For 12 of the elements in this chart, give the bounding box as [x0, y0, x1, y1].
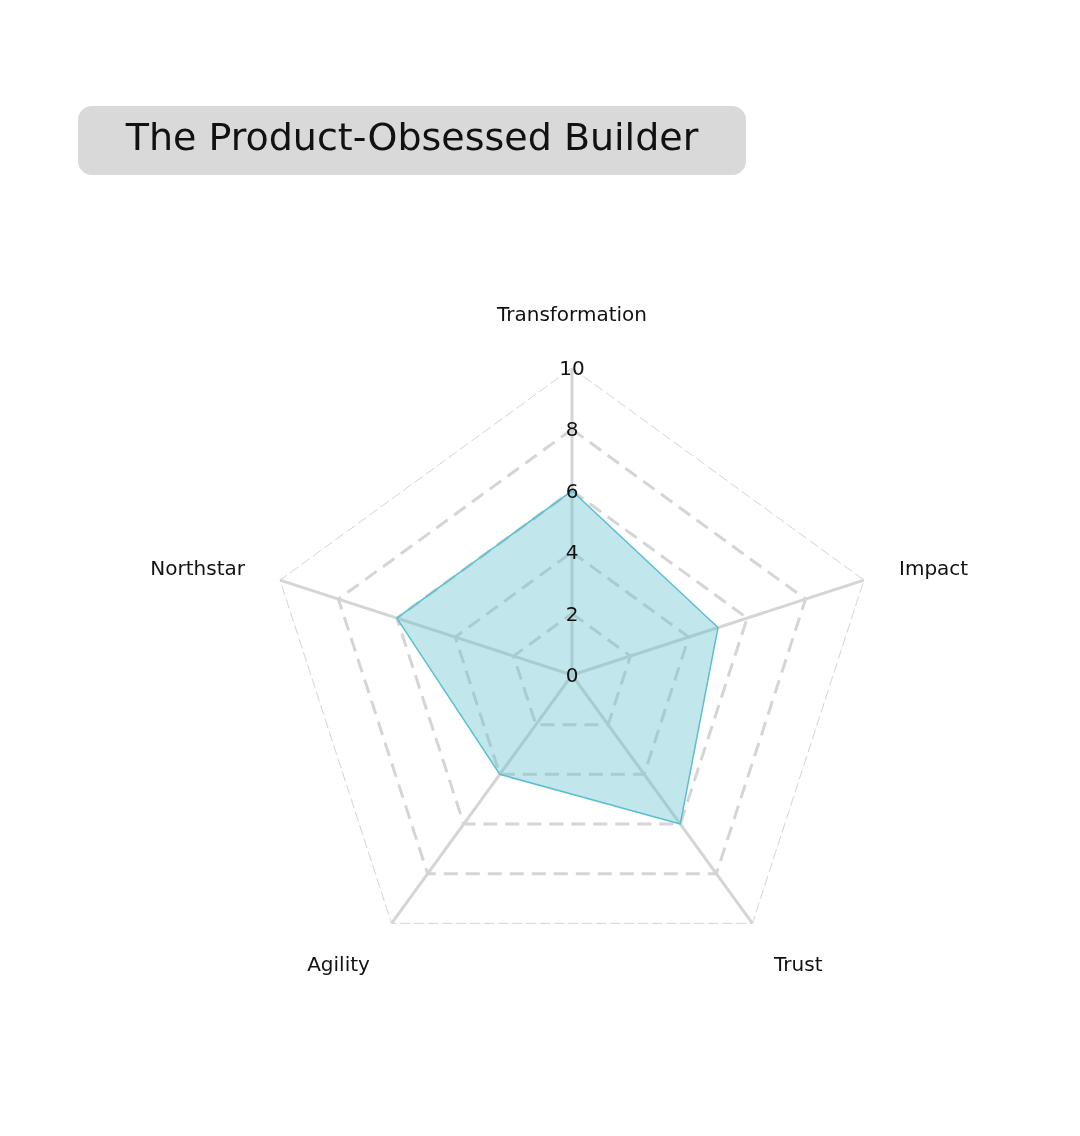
y-tick-label: 8 [565, 417, 579, 442]
y-tick-label: 6 [565, 478, 579, 503]
spoke-label: Agility [307, 952, 371, 977]
y-tick-label: 10 [559, 356, 585, 380]
y-tick-label: 2 [565, 601, 579, 626]
spoke-label: Northstar [150, 555, 246, 580]
chart-title: The Product-Obsessed Builder [124, 115, 699, 159]
spoke-label: Trust [773, 952, 823, 977]
spoke-label: Transformation [495, 302, 648, 327]
y-tick-label: 0 [565, 663, 579, 687]
y-tick-label: 4 [565, 540, 579, 565]
spoke-label: Impact [899, 555, 969, 580]
